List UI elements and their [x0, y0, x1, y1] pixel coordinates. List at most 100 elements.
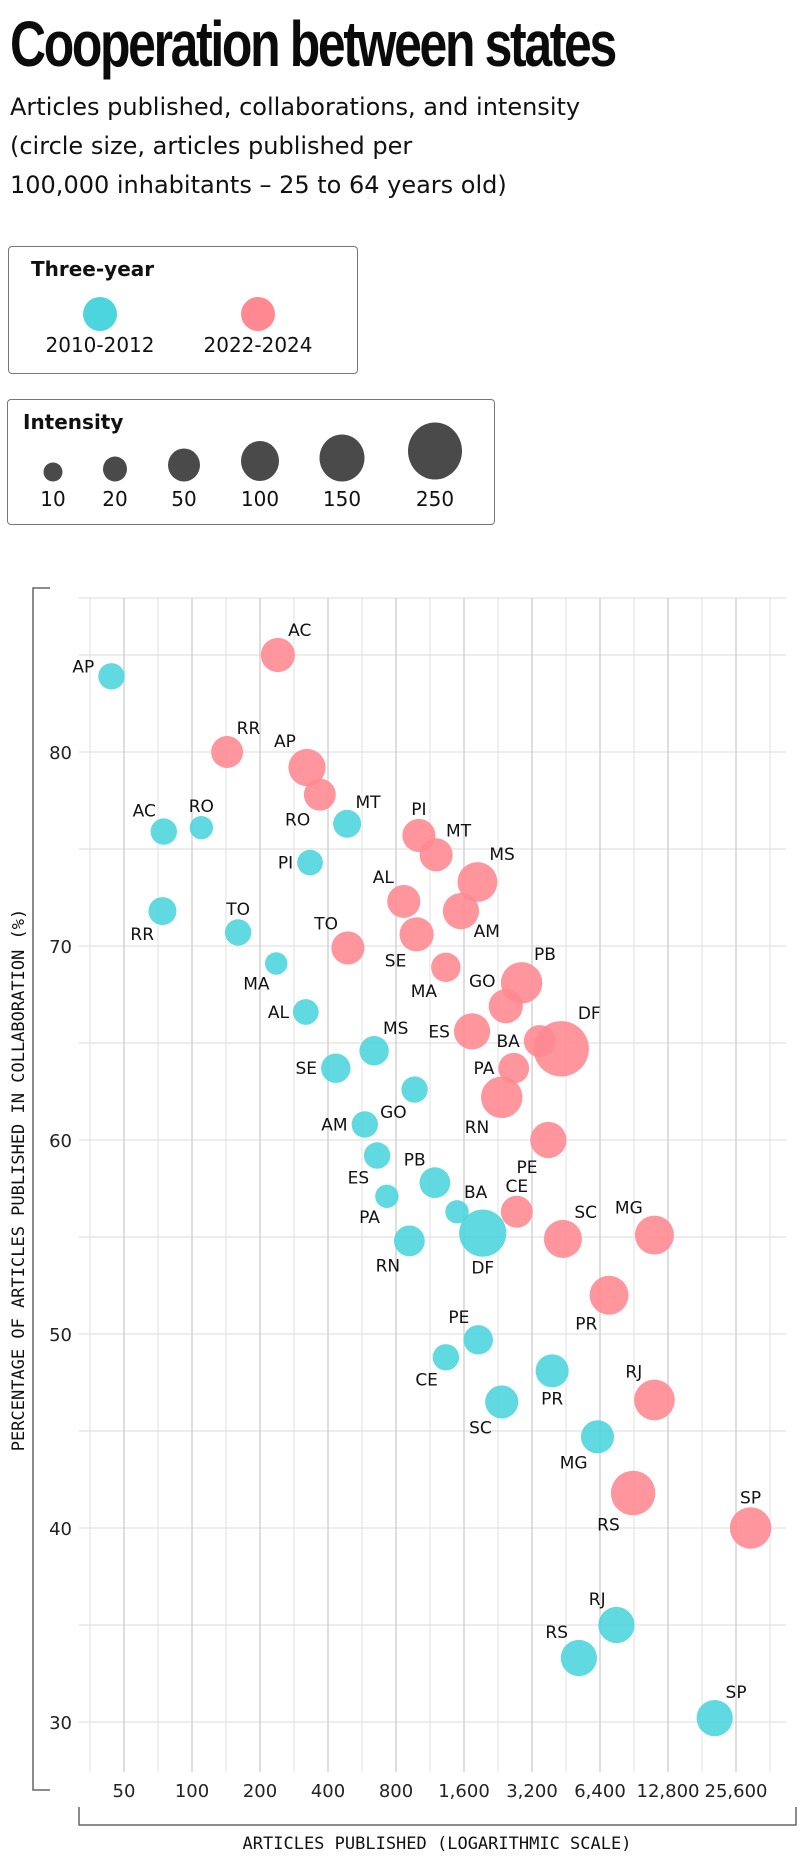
x-tick-label: 3,200 — [506, 1781, 558, 1802]
point-2010-2012-TO — [224, 919, 252, 946]
x-tick-label: 50 — [113, 1781, 136, 1802]
point-label-2010-2012-RO: RO — [189, 797, 214, 817]
axes: PERCENTAGE OF ARTICLES PUBLISHED IN COLL… — [9, 587, 797, 1854]
point-label-2010-2012-GO: GO — [380, 1103, 407, 1123]
y-axis-bracket — [32, 587, 50, 1791]
point-2022-2024-CE — [500, 1195, 533, 1228]
x-tick-label: 400 — [311, 1781, 345, 1802]
legend-dot-2010-2012 — [83, 297, 117, 331]
point-2022-2024-PR — [589, 1275, 629, 1315]
legend-intensity-label-10: 10 — [40, 487, 66, 511]
point-2010-2012-GO — [401, 1076, 428, 1103]
y-tick-label: 80 — [49, 743, 72, 764]
legend-intensity-label-50: 50 — [171, 487, 197, 511]
point-2022-2024-MG — [634, 1215, 674, 1255]
subtitle-line: Articles published, collaborations, and … — [10, 93, 581, 121]
legend-intensity-label-100: 100 — [240, 487, 280, 511]
y-tick-label: 60 — [49, 1131, 72, 1152]
point-label-2022-2024-MS: MS — [489, 845, 514, 865]
point-label-2010-2012-PR: PR — [541, 1389, 563, 1409]
point-label-2010-2012-MS: MS — [383, 1019, 408, 1039]
point-label-2022-2024-ES: ES — [428, 1022, 450, 1042]
point-label-2010-2012-SP: SP — [726, 1683, 747, 1703]
point-label-2022-2024-AP: AP — [274, 732, 296, 752]
point-label-2010-2012-SE: SE — [296, 1059, 318, 1079]
point-2010-2012-DF — [459, 1209, 507, 1257]
point-label-2010-2012-SC: SC — [469, 1418, 492, 1438]
point-2022-2024-RN — [480, 1076, 523, 1119]
point-2010-2012-AL — [292, 999, 319, 1025]
y-tick-labels: 30 40 50 60 70 80 — [49, 743, 72, 1734]
legend-intensity-dot-10 — [43, 462, 63, 482]
point-label-2022-2024-RR: RR — [237, 719, 261, 739]
y-tick-label: 50 — [49, 1325, 72, 1346]
point-label-2010-2012-AC: AC — [133, 801, 156, 821]
point-2022-2024-AL — [387, 884, 421, 918]
point-label-2022-2024-RO: RO — [285, 811, 310, 831]
point-label-2022-2024-PA: PA — [474, 1059, 495, 1079]
legend-dot-2022-2024 — [241, 297, 275, 331]
chart-subtitle: Articles published, collaborations, and … — [10, 88, 710, 205]
point-2010-2012-AC — [150, 818, 177, 845]
point-label-2022-2024-PI: PI — [411, 800, 426, 820]
point-label-2010-2012-DF: DF — [471, 1259, 494, 1279]
x-tick-label: 200 — [243, 1781, 277, 1802]
point-label-2022-2024-MA: MA — [411, 982, 438, 1002]
legend-period: Three-year 2010-2012 2022-2024 — [8, 246, 358, 374]
legend-label-2022-2024: 2022-2024 — [203, 333, 313, 357]
legend-intensity-dot-100 — [241, 441, 279, 481]
y-tick-label: 70 — [49, 937, 72, 958]
x-tick-label: 12,800 — [637, 1781, 700, 1802]
point-label-2022-2024-RS: RS — [597, 1515, 620, 1535]
y-axis-title: PERCENTAGE OF ARTICLES PUBLISHED IN COLL… — [9, 909, 29, 1451]
subtitle-line: (circle size, articles published per — [10, 132, 413, 160]
point-label-2022-2024-BA: BA — [496, 1032, 520, 1052]
point-2022-2024-RS — [610, 1470, 656, 1516]
point-2022-2024-MA — [431, 952, 461, 983]
point-label-2022-2024-MT: MT — [446, 821, 472, 841]
point-2010-2012-RS — [560, 1639, 597, 1677]
legend-intensity: Intensity 10 20 50 100 150 250 — [7, 399, 495, 525]
point-2022-2024-ES — [453, 1013, 491, 1050]
point-2022-2024-RO — [303, 778, 336, 811]
point-label-2022-2024-DF: DF — [578, 1004, 601, 1024]
point-2010-2012-RR — [148, 897, 177, 926]
x-tick-label: 800 — [379, 1781, 413, 1802]
point-2010-2012-SC — [485, 1385, 519, 1419]
point-label-2010-2012-AP: AP — [72, 657, 94, 677]
point-2010-2012-AP — [98, 663, 125, 690]
point-label-2022-2024-SP: SP — [740, 1488, 761, 1508]
point-2022-2024-MT — [419, 838, 453, 872]
point-label-2010-2012-BA: BA — [464, 1183, 488, 1203]
point-2010-2012-RN — [394, 1225, 425, 1257]
x-tick-label: 6,400 — [574, 1781, 626, 1802]
legend-intensity-dot-150 — [319, 434, 365, 482]
point-2022-2024-RR — [211, 736, 244, 768]
point-label-2022-2024-RJ: RJ — [625, 1363, 642, 1383]
point-label-2010-2012-MG: MG — [560, 1453, 588, 1473]
point-2022-2024-SC — [543, 1219, 582, 1258]
point-label-2022-2024-PE: PE — [516, 1158, 537, 1178]
point-label-2022-2024-MG: MG — [615, 1199, 643, 1219]
point-label-2010-2012-PB: PB — [404, 1150, 426, 1170]
point-2022-2024-PE — [530, 1121, 567, 1159]
point-label-2010-2012-CE: CE — [415, 1370, 438, 1390]
point-label-2022-2024-RN: RN — [465, 1118, 490, 1138]
point-2010-2012-SP — [696, 1700, 733, 1737]
point-2010-2012-BA — [445, 1200, 469, 1224]
point-2022-2024-SP — [729, 1507, 772, 1549]
point-label-2010-2012-PA: PA — [359, 1208, 380, 1228]
point-2010-2012-MG — [580, 1420, 615, 1454]
scatter-chart: PERCENTAGE OF ARTICLES PUBLISHED IN COLL… — [9, 587, 797, 1854]
chart-title: Cooperation between states — [10, 8, 617, 80]
subtitle-line: 100,000 inhabitants – 25 to 64 years old… — [10, 171, 507, 199]
point-label-2010-2012-TO: TO — [225, 900, 250, 920]
point-label-2022-2024-PB: PB — [534, 945, 556, 965]
point-2010-2012-PI — [297, 849, 323, 876]
point-label-2010-2012-ES: ES — [348, 1169, 370, 1189]
point-2010-2012-AM — [351, 1111, 378, 1138]
legend-label-2010-2012: 2010-2012 — [45, 333, 155, 357]
point-2010-2012-PB — [419, 1167, 451, 1199]
point-2022-2024-TO — [331, 931, 365, 965]
legend-intensity-label-250: 250 — [415, 487, 455, 511]
